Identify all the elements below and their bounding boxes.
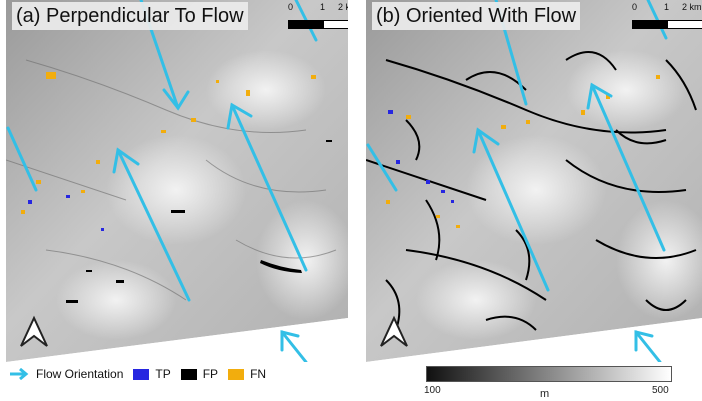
panel-a: (a) Perpendicular To Flow 0 1 2 km bbox=[6, 0, 348, 362]
scale-tick-2: 2 km bbox=[682, 2, 702, 12]
scale-tick-1: 1 bbox=[664, 2, 670, 12]
scale-tick-0: 0 bbox=[288, 2, 294, 12]
tp-swatch bbox=[133, 368, 150, 380]
legend-label-fp: FP bbox=[202, 367, 219, 381]
colorbar-min: 100 bbox=[424, 385, 441, 396]
legend-label-fn: FN bbox=[250, 367, 267, 381]
legend-label-tp: TP bbox=[155, 367, 171, 381]
legend-item-fn: FN bbox=[228, 367, 266, 381]
colorbar-unit: m bbox=[540, 388, 550, 400]
fn-swatch bbox=[228, 368, 245, 380]
panel-b-map bbox=[366, 0, 702, 362]
flow-arrow-icon bbox=[10, 368, 29, 380]
legend-item-tp: TP bbox=[133, 367, 171, 381]
scale-bar: 0 1 2 km bbox=[288, 2, 348, 32]
scale-bar: 0 1 2 km bbox=[632, 2, 702, 32]
fp-swatch bbox=[180, 368, 197, 380]
legend-item-fp: FP bbox=[180, 367, 219, 381]
north-arrow-icon bbox=[20, 315, 48, 347]
scale-bar-graphic bbox=[632, 20, 702, 29]
legend-label-flow: Flow Orientation bbox=[36, 367, 124, 381]
legend-item-flow: Flow Orientation bbox=[8, 367, 123, 381]
colorbar-max: 500 bbox=[652, 385, 669, 396]
panel-b-title: (b) Oriented With Flow bbox=[372, 2, 581, 30]
map-legend: Flow Orientation TP FP FN bbox=[8, 366, 276, 382]
north-arrow-icon bbox=[380, 315, 408, 347]
panel-a-map bbox=[6, 0, 348, 362]
scale-tick-2: 2 km bbox=[338, 2, 348, 12]
scale-tick-1: 1 bbox=[320, 2, 326, 12]
scale-bar-graphic bbox=[288, 20, 348, 29]
elevation-colorbar bbox=[426, 366, 672, 382]
panel-a-title: (a) Perpendicular To Flow bbox=[12, 2, 248, 30]
panel-b: (b) Oriented With Flow 0 1 2 km bbox=[366, 0, 702, 362]
scale-tick-0: 0 bbox=[632, 2, 638, 12]
